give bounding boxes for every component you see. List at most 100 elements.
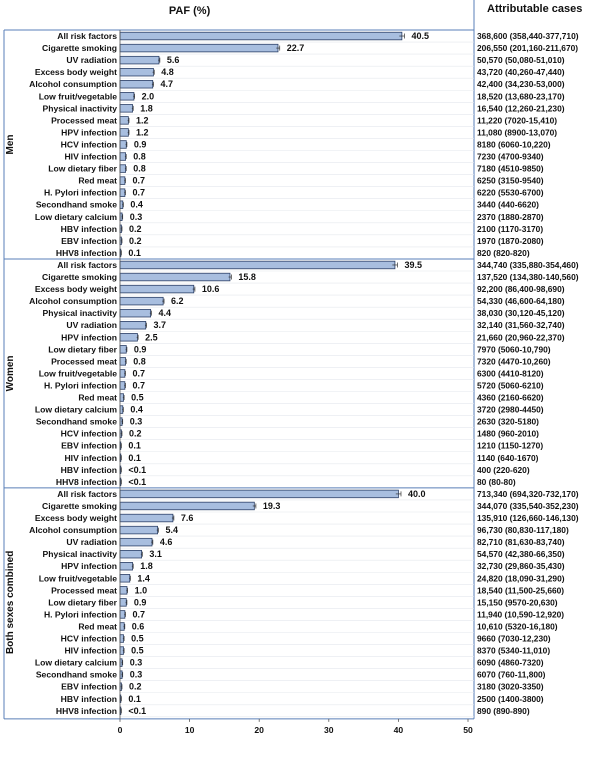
category-label: Excess body weight — [35, 284, 117, 294]
cases-label: 6070 (760-11,800) — [477, 670, 546, 680]
value-label: 0.2 — [129, 429, 142, 439]
bar — [119, 537, 153, 547]
category-label: EBV infection — [61, 236, 117, 246]
value-label: 0.4 — [130, 405, 143, 415]
category-label: HPV infection — [61, 127, 117, 137]
value-label: 6.2 — [171, 296, 184, 306]
cases-label: 7320 (4470-10,260) — [477, 356, 551, 366]
category-label: All risk factors — [57, 31, 117, 41]
cases-label: 96,730 (80,830-117,180) — [477, 525, 569, 535]
category-label: Cigarette smoking — [42, 501, 117, 511]
value-label: 10.6 — [202, 284, 220, 294]
group-label: Men — [5, 134, 16, 154]
category-label: HBV infection — [61, 694, 117, 704]
category-label: Excess body weight — [35, 513, 117, 523]
bar — [119, 321, 147, 330]
bar — [119, 116, 129, 125]
group-label: Both sexes combined — [5, 551, 16, 654]
cases-label: 80 (80-80) — [477, 477, 516, 487]
value-label: 0.1 — [128, 441, 141, 451]
bar — [119, 610, 126, 619]
cases-label: 1210 (1150-1270) — [477, 441, 543, 451]
cases-label: 1140 (640-1670) — [477, 453, 539, 463]
cases-label: 24,820 (18,090-31,290) — [477, 573, 565, 583]
cases-label: 18,520 (13,680-23,170) — [477, 91, 565, 101]
cases-label: 400 (220-620) — [477, 465, 530, 475]
cases-label: 713,340 (694,320-732,170) — [477, 489, 579, 499]
category-label: H. Pylori infection — [44, 380, 117, 390]
bar — [119, 357, 126, 366]
cases-label: 1970 (1870-2080) — [477, 236, 544, 246]
cases-label: 15,150 (9570-20,630) — [477, 597, 558, 607]
value-label: 22.7 — [287, 43, 305, 53]
cases-label: 43,720 (40,260-47,440) — [477, 67, 565, 77]
bar — [119, 513, 174, 523]
value-label: 1.4 — [137, 573, 150, 583]
value-label: 0.2 — [129, 224, 142, 234]
cases-label: 38,030 (30,120-45,120) — [477, 308, 565, 318]
value-label: 5.4 — [165, 525, 178, 535]
value-label: 15.8 — [238, 272, 256, 282]
category-label: HIV infection — [64, 152, 117, 162]
value-label: 4.7 — [161, 79, 174, 89]
category-label: Physical inactivity — [42, 549, 117, 559]
x-tick-label: 0 — [118, 725, 123, 735]
value-label: 0.3 — [130, 670, 143, 680]
category-label: HIV infection — [64, 646, 117, 656]
value-label: 4.4 — [158, 308, 171, 318]
bar — [119, 104, 133, 113]
cases-label: 9660 (7030-12,230) — [477, 634, 551, 644]
cases-label: 18,540 (11,500-25,660) — [477, 585, 564, 595]
category-label: HHV8 infection — [56, 477, 117, 487]
bar — [119, 176, 126, 185]
category-label: Low dietary fiber — [48, 164, 117, 174]
category-label: Red meat — [78, 621, 117, 631]
x-tick-label: 50 — [463, 725, 473, 735]
value-label: 0.7 — [133, 609, 146, 619]
value-label: 0.1 — [128, 453, 141, 463]
category-label: Processed meat — [51, 585, 117, 595]
category-label: Low fruit/vegetable — [39, 91, 118, 101]
category-label: EBV infection — [61, 441, 117, 451]
value-label: 2.5 — [145, 332, 158, 342]
value-label: 0.3 — [130, 658, 143, 668]
cases-label: 3720 (2980-4450) — [477, 405, 544, 415]
value-label: 0.9 — [134, 597, 147, 607]
value-label: 1.0 — [135, 585, 148, 595]
value-label: 0.8 — [133, 356, 146, 366]
cases-label: 1480 (960-2010) — [477, 429, 539, 439]
value-label: 40.5 — [411, 31, 429, 41]
cases-label: 137,520 (134,380-140,560) — [477, 272, 579, 282]
cases-label: 7970 (5060-10,790) — [477, 344, 551, 354]
bar — [119, 501, 255, 511]
category-label: Alcohol consumption — [29, 79, 117, 89]
category-label: HHV8 infection — [56, 706, 117, 716]
category-label: Secondhand smoke — [36, 670, 117, 680]
value-label: 1.8 — [140, 561, 153, 571]
cases-label: 2500 (1400-3800) — [477, 694, 544, 704]
cases-label: 2370 (1880-2870) — [477, 212, 544, 222]
category-label: Low dietary calcium — [35, 658, 118, 668]
cases-label: 2100 (1170-3170) — [477, 224, 543, 234]
category-label: Low dietary fiber — [48, 597, 117, 607]
x-tick-label: 40 — [394, 725, 404, 735]
category-label: HBV infection — [61, 224, 117, 234]
cases-label: 8370 (5340-11,010) — [477, 646, 550, 656]
cases-label: 32,140 (31,560-32,740) — [477, 320, 565, 330]
cases-label: 890 (890-890) — [477, 706, 530, 716]
category-label: Low dietary calcium — [35, 405, 118, 415]
category-label: HCV infection — [61, 634, 117, 644]
bar — [119, 381, 126, 390]
bar — [119, 296, 164, 306]
value-label: 0.7 — [133, 188, 146, 198]
category-label: Low fruit/vegetable — [39, 573, 118, 583]
cases-label: 50,570 (50,080-51,010) — [477, 55, 565, 65]
value-label: 0.8 — [133, 152, 146, 162]
category-label: Secondhand smoke — [36, 200, 117, 210]
value-label: 2.0 — [142, 91, 155, 101]
category-label: H. Pylori infection — [44, 188, 117, 198]
category-label: HBV infection — [61, 465, 117, 475]
x-tick-label: 20 — [254, 725, 264, 735]
value-label: 4.8 — [161, 67, 174, 77]
